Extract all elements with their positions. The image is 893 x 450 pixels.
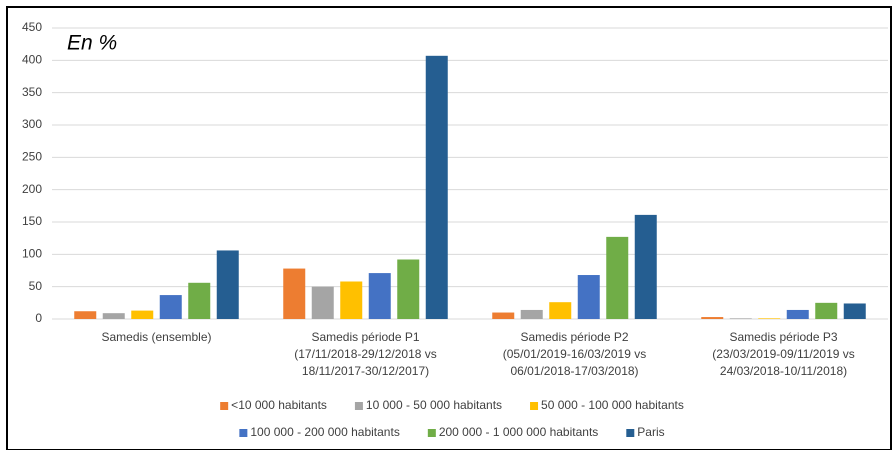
bar (492, 312, 515, 319)
bar (102, 313, 125, 319)
bar (843, 303, 866, 319)
legend-label: 200 000 - 1 000 000 habitants (439, 425, 598, 439)
x-tick-label: Samedis période P1 (17/11/2018-29/12/2018… (294, 330, 437, 378)
legend-label: 100 000 - 200 000 habitants (250, 425, 399, 439)
y-tick-label: 400 (22, 53, 42, 67)
bar (283, 268, 306, 319)
legend-row: <10 000 habitants 10 000 - 50 000 habitan… (220, 398, 684, 412)
bar (368, 273, 391, 319)
bar (74, 311, 97, 319)
legend-swatch (354, 402, 363, 410)
legend-swatch (239, 429, 248, 437)
legend-label: 10 000 - 50 000 habitants (366, 398, 502, 412)
y-tick-label: 0 (35, 311, 42, 325)
x-tick-label: Samedis période P3 (23/03/2019-09/11/2019… (712, 330, 855, 378)
y-tick-label: 50 (29, 279, 43, 293)
bar (815, 302, 838, 319)
legend-swatch (220, 402, 229, 410)
y-tick-label: 350 (22, 85, 42, 99)
y-tick-label: 150 (22, 214, 42, 228)
annotation: En % (67, 32, 117, 55)
bar (634, 214, 657, 319)
bar (520, 309, 543, 319)
legend-row: 100 000 - 200 000 habitants 200 000 - 1 0… (239, 425, 665, 439)
bar (786, 309, 809, 319)
bar (131, 310, 154, 319)
bar (549, 302, 572, 319)
chart-frame (6, 6, 892, 450)
bar (188, 282, 211, 319)
x-tick-label: Samedis période P2 (05/01/2019-16/03/2019… (503, 330, 646, 378)
y-tick-label: 100 (22, 247, 42, 261)
bar (340, 281, 363, 319)
bar (159, 295, 182, 319)
y-tick-label: 250 (22, 150, 42, 164)
legend-swatch (427, 429, 436, 437)
bar (606, 236, 629, 319)
bar (425, 55, 448, 319)
bar (216, 250, 239, 319)
legend-label: Paris (637, 425, 664, 439)
bar (397, 259, 420, 319)
legend-label: <10 000 habitants (231, 398, 327, 412)
bar (758, 318, 781, 319)
y-tick-label: 300 (22, 117, 42, 131)
bar (577, 275, 600, 319)
y-tick-label: 450 (22, 20, 42, 34)
legend-swatch (530, 402, 539, 410)
y-tick-label: 200 (22, 182, 42, 196)
legend-label: 50 000 - 100 000 habitants (541, 398, 684, 412)
x-tick-label: Samedis (ensemble) (101, 330, 211, 344)
legend-swatch (626, 429, 635, 437)
bar (729, 318, 752, 319)
bar (701, 317, 724, 319)
bar (311, 286, 334, 319)
